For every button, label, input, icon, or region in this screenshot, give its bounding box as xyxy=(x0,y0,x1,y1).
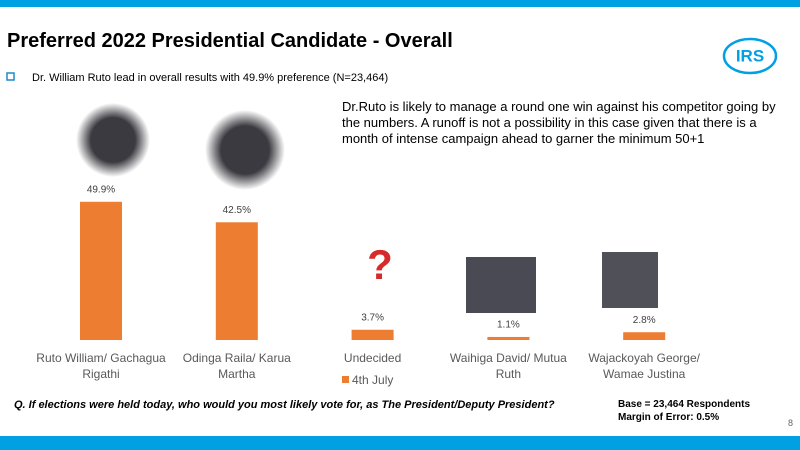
legend-label: 4th July xyxy=(352,373,394,387)
x-tick-label: Undecided xyxy=(343,351,402,365)
question: Q. If elections were held today, who wou… xyxy=(14,399,555,411)
photo xyxy=(205,110,285,190)
photo xyxy=(602,252,658,308)
margin: Margin of Error: 0.5% xyxy=(618,412,720,423)
bullet xyxy=(6,72,15,81)
logo-ring xyxy=(722,37,778,75)
x-tick-label: Waihiga David/ Mutua Ruth xyxy=(449,351,567,381)
value-label: 42.5% xyxy=(223,205,251,216)
question-icon: ? xyxy=(367,241,393,288)
annotation: Dr.Ruto is likely to manage a round one … xyxy=(342,99,776,146)
bar xyxy=(623,332,666,340)
photo xyxy=(466,257,536,313)
value-label: 2.8% xyxy=(633,315,656,326)
bar xyxy=(351,329,394,340)
value-label: 1.1% xyxy=(497,320,520,331)
title: Preferred 2022 Presidential Candidate - … xyxy=(7,30,453,52)
x-tick-label: Wajackoyah George/ Wamae Justina xyxy=(588,351,700,381)
bar xyxy=(487,336,530,340)
x-tick-label: Ruto William/ Gachagua Rigathi xyxy=(36,351,166,381)
photo xyxy=(76,103,150,177)
logo: IRS xyxy=(736,46,764,65)
x-tick-label: Odinga Raila/ Karua Martha xyxy=(182,351,291,381)
value-label: 3.7% xyxy=(361,312,384,323)
base: Base = 23,464 Respondents xyxy=(618,399,751,410)
legend-swatch xyxy=(342,376,349,383)
subtitle: Dr. William Ruto lead in overall results… xyxy=(32,72,389,84)
bar xyxy=(215,222,258,340)
page-number: 8 xyxy=(788,418,794,428)
value-label: 49.9% xyxy=(87,184,115,195)
bottom-band xyxy=(0,436,800,450)
bar xyxy=(80,201,122,340)
top-band xyxy=(0,0,800,7)
